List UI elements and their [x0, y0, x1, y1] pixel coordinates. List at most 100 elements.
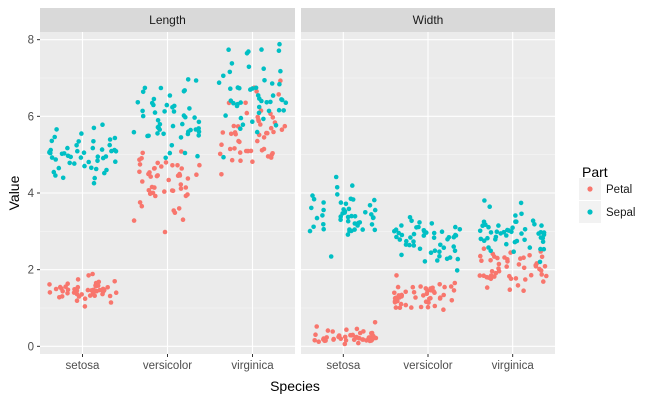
data-point-sepal — [482, 198, 487, 203]
legend-label: Sepal — [606, 207, 635, 219]
data-point-sepal — [372, 227, 378, 233]
data-point-petal — [369, 331, 374, 336]
data-point-petal — [237, 150, 243, 155]
data-point-sepal — [112, 135, 118, 141]
data-point-petal — [185, 176, 191, 181]
data-point-sepal — [95, 154, 101, 159]
data-point-sepal — [196, 119, 202, 125]
data-point-petal — [237, 139, 242, 145]
data-point-sepal — [444, 256, 450, 262]
data-point-petal — [183, 185, 189, 190]
data-point-petal — [227, 146, 233, 152]
data-point-sepal — [151, 96, 157, 102]
data-point-sepal — [411, 243, 417, 248]
data-point-sepal — [82, 163, 87, 169]
data-point-petal — [504, 264, 510, 269]
data-point-sepal — [505, 227, 510, 233]
data-point-petal — [75, 277, 81, 282]
data-point-petal — [313, 332, 318, 338]
data-point-petal — [515, 283, 521, 288]
data-point-petal — [437, 282, 443, 287]
y-axis-title: Value — [6, 175, 22, 210]
data-point-petal — [65, 281, 70, 287]
data-point-petal — [219, 142, 224, 147]
data-point-petal — [139, 156, 144, 161]
data-point-sepal — [261, 66, 267, 71]
data-point-petal — [264, 130, 269, 136]
data-point-petal — [194, 172, 199, 177]
data-point-sepal — [512, 239, 518, 245]
data-point-sepal — [78, 155, 84, 160]
data-point-sepal — [396, 230, 402, 236]
data-point-sepal — [439, 229, 445, 234]
data-point-sepal — [314, 215, 320, 221]
data-point-petal — [392, 290, 397, 296]
data-point-sepal — [81, 150, 87, 155]
data-point-sepal — [372, 207, 378, 213]
data-point-petal — [233, 131, 238, 137]
data-point-petal — [507, 273, 512, 279]
data-point-petal — [259, 148, 265, 153]
data-point-petal — [232, 146, 237, 151]
facet-label: Length — [149, 13, 186, 27]
data-point-sepal — [259, 47, 264, 52]
data-point-sepal — [452, 248, 458, 254]
data-point-petal — [282, 123, 288, 129]
data-point-sepal — [338, 200, 344, 205]
data-point-sepal — [527, 245, 533, 250]
data-point-petal — [357, 335, 362, 341]
data-point-sepal — [266, 108, 272, 114]
data-point-sepal — [281, 108, 287, 113]
x-tick-label: versicolor — [143, 360, 192, 372]
data-point-petal — [65, 287, 71, 293]
data-point-sepal — [56, 165, 62, 171]
data-point-sepal — [107, 137, 113, 142]
data-point-petal — [53, 286, 59, 292]
data-point-sepal — [221, 154, 226, 160]
data-point-sepal — [246, 49, 251, 54]
data-point-sepal — [158, 85, 164, 91]
data-point-petal — [342, 334, 348, 340]
data-point-sepal — [541, 230, 547, 235]
data-point-sepal — [457, 227, 463, 232]
data-point-petal — [489, 269, 495, 274]
data-point-sepal — [49, 155, 55, 160]
data-point-petal — [162, 229, 168, 235]
data-point-sepal — [188, 127, 193, 133]
data-point-petal — [79, 292, 84, 297]
data-point-sepal — [307, 228, 313, 234]
data-point-sepal — [417, 246, 423, 252]
data-point-sepal — [140, 113, 146, 119]
data-point-petal — [268, 125, 274, 131]
data-point-sepal — [369, 222, 375, 227]
data-point-sepal — [480, 223, 485, 228]
points — [307, 174, 549, 347]
data-point-sepal — [498, 231, 504, 236]
data-point-petal — [411, 290, 417, 295]
data-point-petal — [398, 301, 404, 307]
points — [47, 41, 289, 309]
data-point-sepal — [183, 114, 188, 120]
data-point-petal — [139, 203, 145, 209]
data-point-petal — [74, 298, 80, 304]
data-point-sepal — [352, 214, 358, 219]
data-point-petal — [421, 293, 426, 298]
y-tick-label: 0 — [28, 341, 34, 353]
data-point-petal — [258, 122, 263, 127]
data-point-petal — [183, 193, 189, 199]
data-point-sepal — [270, 93, 276, 98]
data-point-sepal — [72, 161, 77, 166]
data-point-sepal — [311, 196, 317, 202]
data-point-petal — [343, 338, 349, 343]
data-point-petal — [395, 284, 401, 290]
data-point-sepal — [169, 143, 175, 148]
data-point-sepal — [446, 235, 452, 240]
data-point-sepal — [276, 107, 282, 113]
data-point-sepal — [477, 228, 483, 234]
data-point-sepal — [539, 223, 544, 228]
data-point-petal — [131, 218, 137, 223]
data-point-petal — [342, 341, 348, 347]
data-point-petal — [254, 89, 259, 94]
data-point-sepal — [417, 220, 422, 225]
data-point-sepal — [338, 217, 343, 223]
